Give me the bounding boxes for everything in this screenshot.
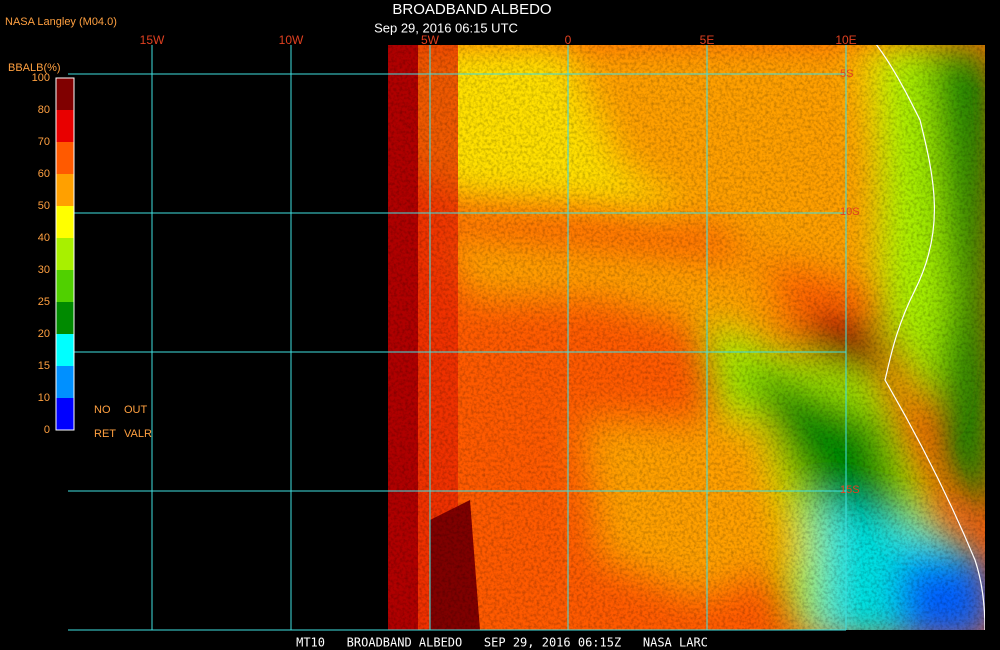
legend-note: RET xyxy=(94,428,116,440)
legend-swatch xyxy=(56,174,74,206)
legend-note: OUT xyxy=(124,404,148,416)
agency-label: NASA Langley (M04.0) xyxy=(5,16,117,28)
legend-tick-label: 15 xyxy=(38,360,50,372)
legend-tick-label: 40 xyxy=(38,232,50,244)
legend-tick-label: 20 xyxy=(38,328,50,340)
legend-title: BBALB(%) xyxy=(8,62,61,74)
legend-tick-label: 80 xyxy=(38,104,50,116)
legend-tick-label: 30 xyxy=(38,264,50,276)
legend-swatch xyxy=(56,270,74,302)
graticule xyxy=(68,45,847,631)
legend-note: VALR xyxy=(124,428,152,440)
legend-tick-label: 0 xyxy=(44,424,50,436)
footer: MT10 BROADBAND ALBEDO SEP 29, 2016 06:15… xyxy=(296,636,708,650)
latitude-label: 10S xyxy=(840,206,860,218)
legend-tick-label: 10 xyxy=(38,392,50,404)
longitude-label: 0 xyxy=(565,33,572,47)
latitude-label: 15S xyxy=(840,484,860,496)
legend-swatch xyxy=(56,366,74,398)
legend-tick-label: 70 xyxy=(38,136,50,148)
legend-tick-label: 25 xyxy=(38,296,50,308)
legend-tick-label: 100 xyxy=(32,72,50,84)
longitude-label: 5W xyxy=(421,33,440,47)
legend-frame xyxy=(55,77,75,431)
legend-swatch xyxy=(56,302,74,334)
legend-swatch xyxy=(56,142,74,174)
legend-swatch xyxy=(56,238,74,270)
legend-swatch xyxy=(56,334,74,366)
legend-swatch xyxy=(56,78,74,110)
albedo-image xyxy=(388,45,985,630)
legend-tick-label: 60 xyxy=(38,168,50,180)
longitude-label: 10E xyxy=(835,33,856,47)
longitude-label: 5E xyxy=(700,33,715,47)
timestamp: Sep 29, 2016 06:15 UTC xyxy=(374,20,518,35)
legend-note: NO xyxy=(94,404,111,416)
legend-tick-label: 50 xyxy=(38,200,50,212)
legend-swatch xyxy=(56,398,74,430)
latitude-label: 5S xyxy=(840,68,853,80)
title: BROADBAND ALBEDO xyxy=(392,1,551,18)
longitude-label: 10W xyxy=(279,33,304,47)
longitude-label: 15W xyxy=(140,33,165,47)
legend-swatch xyxy=(56,110,74,142)
legend-swatch xyxy=(56,206,74,238)
